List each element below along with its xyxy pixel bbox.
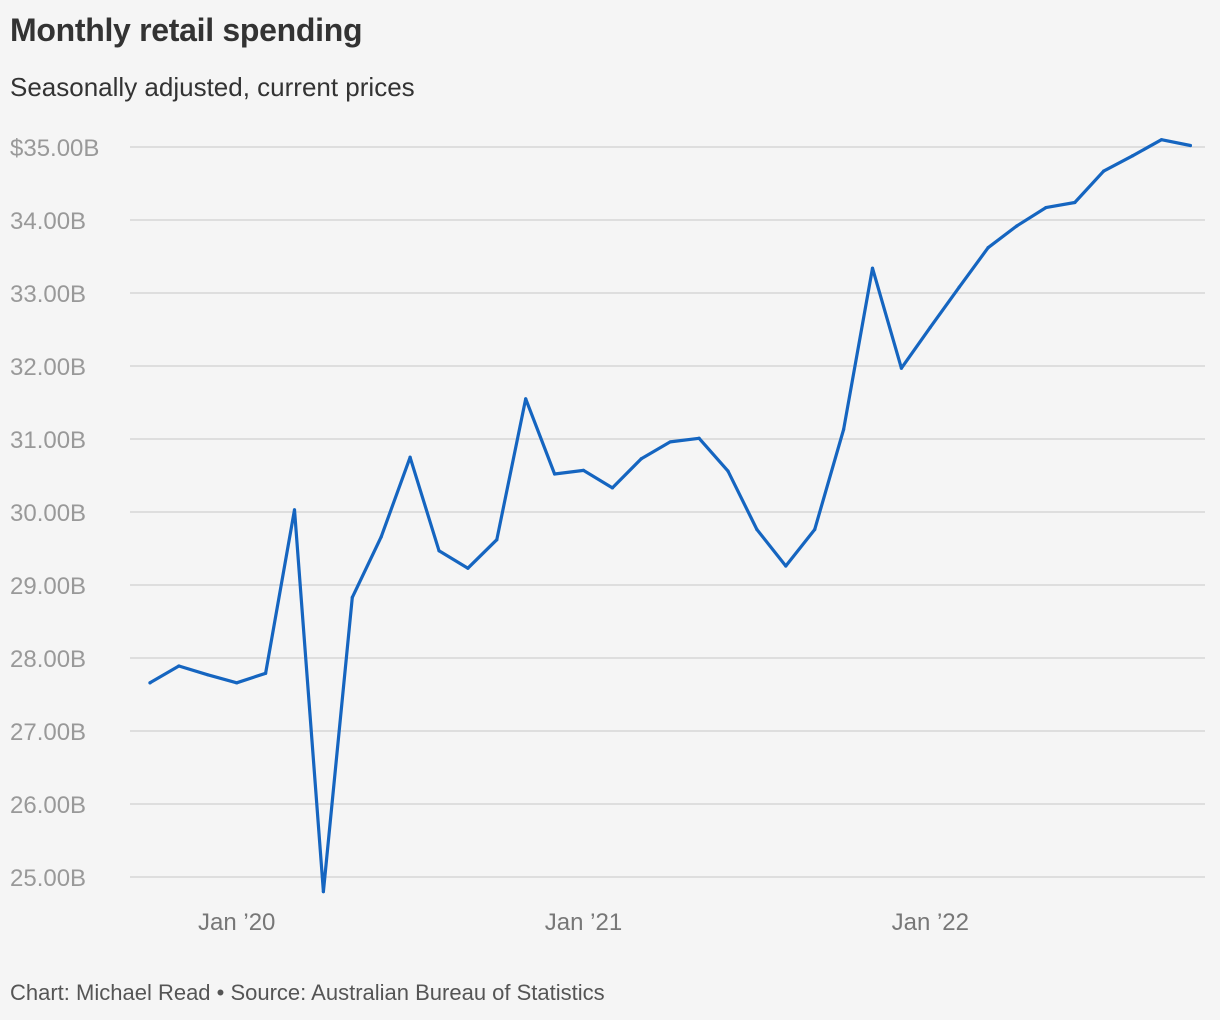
y-tick-label: 30.00B [10, 500, 86, 527]
data-point [1102, 169, 1106, 173]
y-tick-label: 32.00B [10, 354, 86, 381]
data-point [1015, 224, 1019, 228]
y-tick-label: 29.00B [10, 573, 86, 600]
data-point [495, 538, 499, 542]
chart-title: Monthly retail spending [10, 12, 363, 48]
x-tick-label: Jan ’21 [545, 909, 622, 936]
data-point [813, 527, 817, 532]
data-point [986, 246, 990, 250]
data-point [350, 595, 354, 600]
series-line [148, 138, 1192, 894]
data-point [235, 681, 239, 685]
tick-label-background [8, 568, 130, 598]
data-point [148, 681, 152, 685]
y-tick-label: 27.00B [10, 719, 86, 746]
tick-label-background [8, 130, 130, 160]
data-point [524, 397, 528, 401]
y-tick-label: 34.00B [10, 208, 86, 235]
data-point [408, 455, 412, 459]
chart-source-credit: Chart: Michael Read • Source: Australian… [10, 980, 605, 1005]
y-tick-label: 25.00B [10, 865, 86, 892]
y-tick-label: 33.00B [10, 281, 86, 308]
tick-label-background [8, 276, 130, 306]
data-point [1044, 205, 1048, 210]
data-point [639, 457, 643, 461]
data-point [870, 266, 875, 270]
data-point [553, 472, 557, 476]
data-point [379, 535, 383, 539]
data-point [264, 671, 268, 675]
tick-label-background [8, 349, 130, 379]
data-point [177, 664, 181, 668]
data-point [1073, 200, 1077, 205]
data-point [784, 564, 788, 568]
tick-label-background [8, 495, 130, 525]
data-point [957, 285, 961, 289]
data-point [842, 427, 846, 432]
data-point [610, 486, 615, 490]
data-point [466, 566, 470, 570]
data-point [292, 508, 297, 512]
data-point [1131, 154, 1135, 158]
x-tick-label: Jan ’20 [198, 909, 275, 936]
data-point [726, 469, 730, 473]
data-point [321, 890, 325, 894]
data-point [206, 673, 210, 677]
y-tick-label: 31.00B [10, 427, 86, 454]
data-point [1188, 143, 1192, 148]
data-point [668, 440, 672, 444]
chart-subtitle: Seasonally adjusted, current prices [10, 72, 415, 102]
data-point [928, 325, 932, 329]
tick-label-background [8, 641, 130, 671]
tick-label-background [8, 787, 130, 817]
data-point [437, 549, 441, 553]
y-tick-label: 28.00B [10, 646, 86, 673]
data-point [581, 468, 586, 472]
data-point [1159, 138, 1164, 142]
y-tick-label: 26.00B [10, 792, 86, 819]
tick-label-background [8, 203, 130, 233]
tick-label-background [8, 860, 130, 890]
y-tick-label: $35.00B [10, 135, 99, 162]
data-point [755, 527, 759, 532]
tick-label-background [8, 714, 130, 744]
data-point [697, 436, 701, 440]
tick-label-background [8, 422, 130, 452]
data-point [899, 366, 904, 370]
x-tick-label: Jan ’22 [892, 909, 969, 936]
